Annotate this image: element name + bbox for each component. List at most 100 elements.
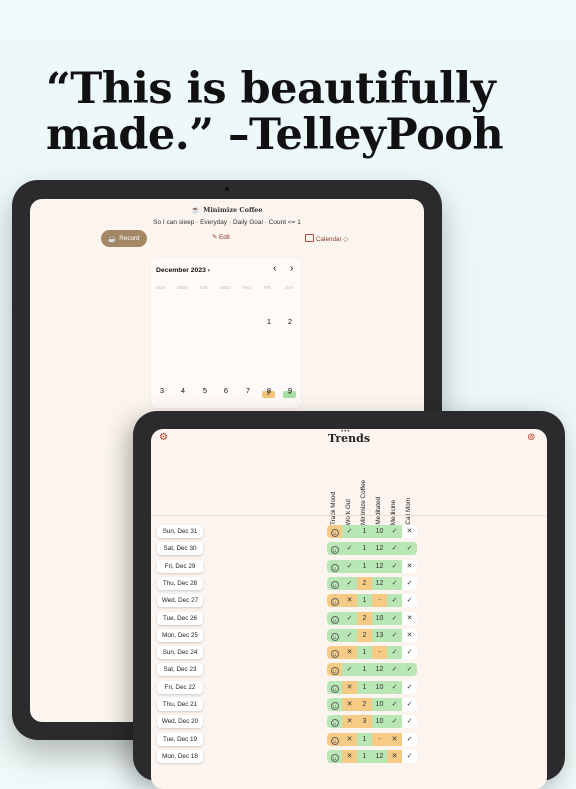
date-button[interactable]: Sat, Dec 30 (157, 542, 203, 556)
date-button[interactable]: Sat, Dec 23 (157, 663, 203, 677)
habit-cell[interactable]: ✓ (387, 525, 402, 538)
habit-cell[interactable]: ✕ (342, 732, 357, 746)
mood-cell[interactable]: ☺ (327, 594, 342, 608)
habit-cell[interactable]: ✕ (342, 594, 357, 608)
multitask-dots[interactable]: ••• (341, 429, 351, 435)
habit-cell[interactable]: 10 (372, 611, 387, 625)
habit-cell[interactable]: ✓ (342, 576, 357, 590)
habit-cell[interactable]: ✓ (387, 594, 402, 608)
date-button[interactable]: Tue, Dec 19 (157, 732, 203, 746)
habit-cell[interactable]: 2 (357, 628, 372, 642)
habit-cell[interactable]: - (372, 594, 387, 608)
habit-cell[interactable]: 1 (357, 663, 372, 677)
habit-cell[interactable]: ✕ (402, 559, 417, 573)
mood-cell[interactable]: ☺ (327, 611, 342, 625)
habit-cell[interactable]: ✕ (402, 628, 417, 642)
mood-cell[interactable]: ☺ (327, 663, 342, 677)
calendar-day[interactable]: 9 (287, 386, 293, 395)
habit-cell[interactable]: 1 (357, 680, 372, 694)
habit-cell[interactable]: ✓ (387, 559, 402, 573)
date-button[interactable]: Fri, Dec 29 (157, 559, 203, 573)
habit-cell[interactable]: ✓ (387, 576, 402, 590)
habit-cell[interactable]: ✓ (387, 715, 402, 729)
habit-cell[interactable]: ✓ (402, 576, 417, 590)
habit-cell[interactable]: ✓ (402, 594, 417, 608)
habit-cell[interactable]: - (372, 646, 387, 660)
mood-cell[interactable]: ☺ (327, 715, 342, 729)
date-button[interactable]: Mon, Dec 25 (157, 628, 203, 642)
date-button[interactable]: Tue, Dec 26 (157, 611, 203, 625)
mood-cell[interactable]: ☺ (327, 732, 342, 746)
habit-cell[interactable]: ✓ (387, 542, 402, 556)
date-button[interactable]: Mon, Dec 18 (157, 749, 203, 763)
habit-cell[interactable]: 2 (357, 611, 372, 625)
habit-cell[interactable]: ✓ (402, 715, 417, 729)
habit-cell[interactable]: ✓ (402, 732, 417, 746)
mood-cell[interactable]: ☺ (327, 698, 342, 711)
calendar-day[interactable]: 6 (223, 386, 229, 395)
habit-cell[interactable]: ✓ (402, 663, 417, 677)
habit-cell[interactable]: ✓ (387, 628, 402, 642)
date-button[interactable]: Sun, Dec 24 (157, 646, 203, 660)
habit-cell[interactable]: ✓ (402, 646, 417, 660)
habit-cell[interactable]: ✕ (342, 680, 357, 694)
habit-cell[interactable]: 1 (357, 749, 372, 763)
chevron-left-icon[interactable]: ‹ (273, 263, 277, 274)
habit-cell[interactable]: ✓ (342, 559, 357, 573)
habit-cell[interactable]: ✓ (387, 698, 402, 711)
mood-cell[interactable]: ☺ (327, 680, 342, 694)
calendar-day[interactable]: 5 (202, 386, 208, 395)
habit-cell[interactable]: 2 (357, 576, 372, 590)
calendar-day[interactable]: 1 (266, 317, 272, 326)
calendar-day[interactable]: 4 (180, 386, 186, 395)
habit-cell[interactable]: 1 (357, 646, 372, 660)
date-button[interactable]: Wed, Dec 20 (157, 715, 203, 729)
habit-cell[interactable]: - (372, 732, 387, 746)
habit-cell[interactable]: 12 (372, 663, 387, 677)
chevron-right-icon[interactable]: › (290, 263, 294, 274)
date-button[interactable]: Thu, Dec 28 (157, 576, 203, 590)
habit-cell[interactable]: 1 (357, 559, 372, 573)
habit-cell[interactable]: 10 (372, 715, 387, 729)
habit-cell[interactable]: 1 (357, 542, 372, 556)
habit-cell[interactable]: ✕ (387, 749, 402, 763)
habit-cell[interactable]: 1 (357, 594, 372, 608)
habit-cell[interactable]: 10 (372, 525, 387, 538)
habit-cell[interactable]: 3 (357, 715, 372, 729)
date-button[interactable]: Thu, Dec 21 (157, 698, 203, 711)
habit-cell[interactable]: ✕ (402, 525, 417, 538)
edit-button[interactable]: ✎ Edit (212, 234, 230, 241)
habit-cell[interactable]: ✕ (402, 611, 417, 625)
habit-cell[interactable]: ✓ (402, 542, 417, 556)
habit-cell[interactable]: ✓ (387, 646, 402, 660)
mood-cell[interactable]: ☺ (327, 525, 342, 538)
calendar-day[interactable]: 8 (266, 386, 272, 395)
calendar-day[interactable]: 7 (245, 386, 251, 395)
habit-cell[interactable]: 1 (357, 525, 372, 538)
habit-cell[interactable]: ✓ (342, 663, 357, 677)
habit-cell[interactable]: ✓ (342, 611, 357, 625)
mood-cell[interactable]: ☺ (327, 646, 342, 660)
calendar-button[interactable]: Calendar ◇ (305, 234, 348, 243)
settings-circle-icon[interactable]: ⊚ (527, 432, 536, 443)
habit-cell[interactable]: 2 (357, 698, 372, 711)
mood-cell[interactable]: ☺ (327, 559, 342, 573)
gear-icon[interactable]: ⚙ (159, 432, 168, 443)
habit-cell[interactable]: ✓ (342, 525, 357, 538)
habit-cell[interactable]: ✕ (342, 715, 357, 729)
date-button[interactable]: Sun, Dec 31 (157, 525, 203, 538)
habit-cell[interactable]: 10 (372, 698, 387, 711)
habit-cell[interactable]: ✓ (402, 698, 417, 711)
habit-cell[interactable]: 13 (372, 628, 387, 642)
habit-cell[interactable]: 1 (357, 732, 372, 746)
habit-cell[interactable]: ✓ (342, 628, 357, 642)
habit-cell[interactable]: 10 (372, 680, 387, 694)
habit-cell[interactable]: ✓ (342, 542, 357, 556)
habit-cell[interactable]: ✕ (387, 732, 402, 746)
habit-cell[interactable]: ✓ (402, 749, 417, 763)
mood-cell[interactable]: ☺ (327, 576, 342, 590)
mood-cell[interactable]: ☺ (327, 628, 342, 642)
habit-cell[interactable]: ✕ (342, 749, 357, 763)
habit-cell[interactable]: 12 (372, 749, 387, 763)
habit-cell[interactable]: 12 (372, 542, 387, 556)
